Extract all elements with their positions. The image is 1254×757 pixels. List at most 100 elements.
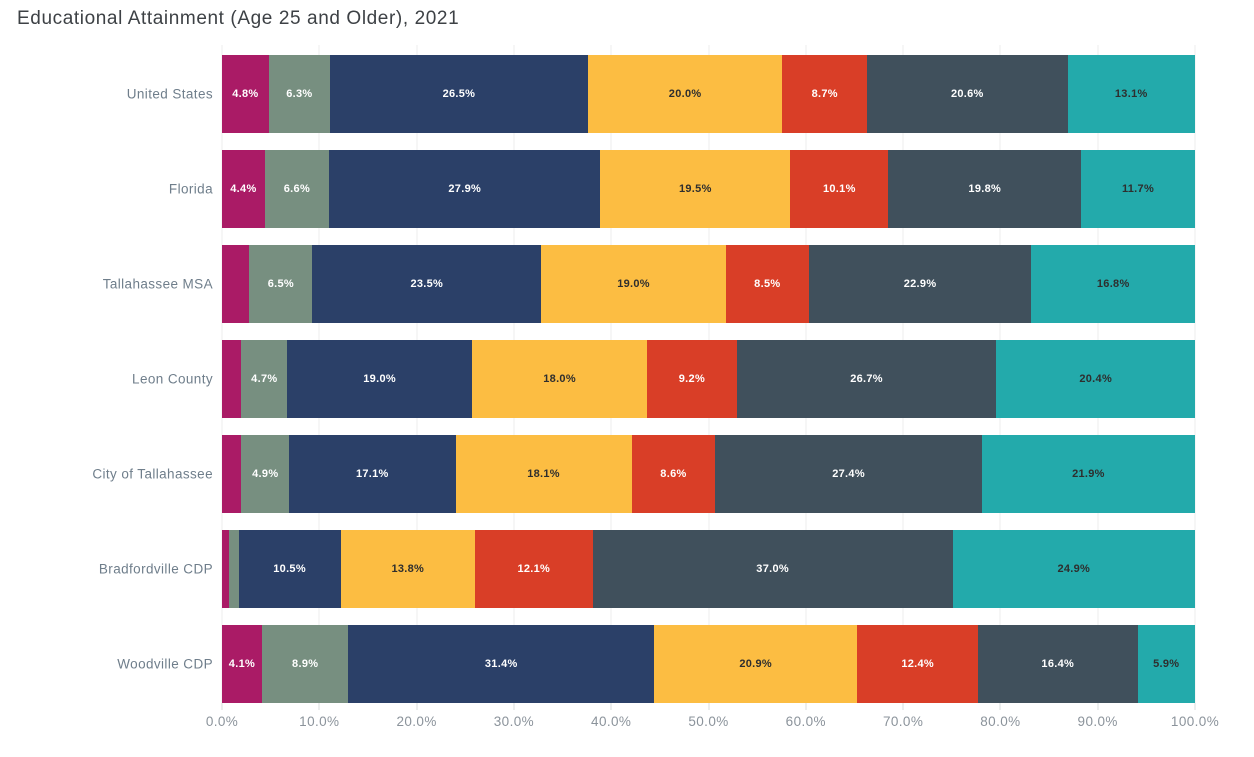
- bar-segment-segment-5-red[interactable]: 12.1%: [474, 530, 593, 608]
- bar-segment-segment-1-magenta[interactable]: 4.8%: [222, 55, 269, 133]
- row-label: Leon County: [132, 371, 213, 387]
- x-axis-tick-label: 20.0%: [396, 714, 437, 729]
- segment-value-label: 10.1%: [822, 183, 856, 195]
- segment-value-label: 5.9%: [1153, 658, 1180, 670]
- bar-row: Florida 4.4% 6.6% 27.9% 19.5% 10.1% 19.8% 11.7%: [169, 150, 1195, 228]
- segment-value-label: 19.8%: [968, 183, 1002, 195]
- bar-row: United States 4.8% 6.3% 26.5% 20.0% 8.7% 20.6%…: [127, 55, 1195, 133]
- bar-segment-segment-4-amber[interactable]: 19.0%: [541, 245, 726, 323]
- bar-row: City of Tallahassee 4.9% 17.1% 18.1% 8.6% 27.…: [92, 435, 1195, 513]
- segment-value-label: 27.9%: [448, 183, 482, 195]
- bar-segment-segment-1-magenta[interactable]: [222, 530, 229, 608]
- bar-segment-segment-5-red[interactable]: 8.6%: [631, 435, 716, 513]
- segment-value-label: 10.5%: [273, 563, 306, 575]
- bar-segment-segment-5-red[interactable]: 12.4%: [857, 625, 978, 703]
- segment-value-label: 8.5%: [754, 278, 781, 290]
- segment-value-label: 26.5%: [442, 88, 476, 100]
- bar-segment-segment-1-magenta[interactable]: [222, 435, 242, 513]
- bar-segment-segment-4-amber[interactable]: 20.0%: [587, 55, 783, 133]
- bar-segment-segment-4-amber[interactable]: 13.8%: [340, 530, 475, 608]
- bar-segment-segment-2-sage[interactable]: 6.6%: [264, 150, 329, 228]
- x-axis-tick-label: 100.0%: [1170, 714, 1220, 729]
- bar-segment-segment-4-amber[interactable]: 20.9%: [654, 625, 858, 703]
- segment-value-label: 20.6%: [950, 88, 984, 100]
- segment-value-label: 23.5%: [410, 278, 444, 290]
- stacked-bar: 4.9% 17.1% 18.1% 8.6% 27.4% 21.9%: [222, 435, 1195, 513]
- bar-segment-segment-2-sage[interactable]: 6.3%: [268, 55, 330, 133]
- bar-segment-segment-2-sage[interactable]: 6.5%: [249, 245, 313, 323]
- bar-row: Bradfordville CDP 10.5% 13.8% 12.1% 37.0% 24.…: [99, 530, 1195, 608]
- segment-value-label: 17.1%: [355, 468, 389, 480]
- x-axis-tick-label: 90.0%: [1077, 714, 1118, 729]
- bar-segment-segment-7-teal[interactable]: 13.1%: [1067, 55, 1195, 133]
- segment-value-label: 4.1%: [228, 658, 256, 670]
- bar-segment-segment-6-slate[interactable]: 37.0%: [592, 530, 953, 608]
- bar-segment-segment-5-red[interactable]: 9.2%: [647, 340, 737, 418]
- bar-rows: United States 4.8% 6.3% 26.5% 20.0% 8.7% 20.6%…: [92, 55, 1195, 720]
- bar-segment-segment-6-slate[interactable]: 27.4%: [715, 435, 982, 513]
- bar-segment-segment-6-slate[interactable]: 22.9%: [808, 245, 1032, 323]
- bar-segment-segment-2-sage[interactable]: 4.7%: [241, 340, 288, 418]
- bar-segment-segment-7-teal[interactable]: 24.9%: [952, 530, 1195, 608]
- bar-segment-segment-3-navy[interactable]: 17.1%: [289, 435, 456, 513]
- bar-segment-segment-6-slate[interactable]: 19.8%: [888, 150, 1082, 228]
- x-axis-tick-label: 10.0%: [299, 714, 340, 729]
- bar-segment-segment-1-magenta[interactable]: [222, 245, 250, 323]
- bar-segment-segment-3-navy[interactable]: 23.5%: [312, 245, 542, 323]
- bar-segment-segment-3-navy[interactable]: 19.0%: [287, 340, 473, 418]
- x-axis-tick-label: 70.0%: [882, 714, 924, 729]
- bar-segment-segment-7-teal[interactable]: 21.9%: [981, 435, 1195, 513]
- bar-row: Tallahassee MSA 6.5% 23.5% 19.0% 8.5% 22.9% 16…: [103, 245, 1195, 323]
- segment-value-label: 8.6%: [660, 468, 687, 480]
- bar-segment-segment-2-sage[interactable]: [228, 530, 239, 608]
- segment-value-label: 20.9%: [739, 658, 773, 670]
- segment-value-label: 21.9%: [1072, 468, 1105, 480]
- segment-value-label: 18.0%: [543, 373, 576, 385]
- bar-segment-segment-1-magenta[interactable]: 4.4%: [222, 150, 265, 228]
- segment-value-label: 4.8%: [232, 88, 259, 100]
- bar-segment-segment-5-red[interactable]: 8.5%: [725, 245, 809, 323]
- segment-value-label: 4.4%: [230, 183, 257, 195]
- segment-value-label: 12.4%: [901, 658, 935, 670]
- segment-value-label: 20.4%: [1079, 373, 1113, 385]
- x-axis: 0.0% 10.0% 20.0% 30.0% 40.0% 50.0% 60.0% 70.0% 8…: [206, 714, 1219, 738]
- bar-segment-segment-6-slate[interactable]: 26.7%: [736, 340, 997, 418]
- bar-segment-segment-1-magenta[interactable]: [222, 340, 242, 418]
- bar-segment-segment-3-navy[interactable]: 26.5%: [330, 55, 588, 133]
- segment-value-label: 19.5%: [678, 183, 712, 195]
- bar-row: Woodville CDP 4.1% 8.9% 31.4% 20.9% 12.4% 16.4…: [117, 625, 1195, 703]
- row-label: City of Tallahassee: [92, 466, 213, 482]
- stacked-bar: 4.8% 6.3% 26.5% 20.0% 8.7% 20.6% 13.1%: [222, 55, 1195, 133]
- x-axis-tick-label: 50.0%: [688, 714, 729, 729]
- bar-segment-segment-5-red[interactable]: 8.7%: [782, 55, 868, 133]
- stacked-bar: 4.1% 8.9% 31.4% 20.9% 12.4% 16.4% 5.9%: [222, 625, 1195, 703]
- bar-segment-segment-4-amber[interactable]: 18.0%: [472, 340, 648, 418]
- bar-segment-segment-4-amber[interactable]: 18.1%: [455, 435, 632, 513]
- bar-segment-segment-6-slate[interactable]: 20.6%: [867, 55, 1068, 133]
- segment-value-label: 16.8%: [1096, 278, 1130, 290]
- bar-segment-segment-3-navy[interactable]: 10.5%: [238, 530, 341, 608]
- segment-value-label: 37.0%: [756, 563, 789, 575]
- bar-segment-segment-7-teal[interactable]: 11.7%: [1081, 150, 1195, 228]
- segment-value-label: 22.9%: [903, 278, 937, 290]
- bar-segment-segment-4-amber[interactable]: 19.5%: [600, 150, 791, 228]
- bar-segment-segment-7-teal[interactable]: 16.8%: [1031, 245, 1195, 323]
- bar-segment-segment-2-sage[interactable]: 4.9%: [241, 435, 290, 513]
- bar-segment-segment-7-teal[interactable]: 20.4%: [996, 340, 1195, 418]
- x-axis-tick-label: 60.0%: [785, 714, 826, 729]
- bar-segment-segment-3-navy[interactable]: 27.9%: [329, 150, 601, 228]
- bar-segment-segment-6-slate[interactable]: 16.4%: [977, 625, 1138, 703]
- bar-segment-segment-1-magenta[interactable]: 4.1%: [222, 625, 262, 703]
- segment-value-label: 9.2%: [678, 373, 706, 385]
- bar-segment-segment-7-teal[interactable]: 5.9%: [1137, 625, 1195, 703]
- segment-value-label: 11.7%: [1121, 183, 1155, 195]
- row-label: Woodville CDP: [117, 656, 213, 672]
- bar-segment-segment-2-sage[interactable]: 8.9%: [261, 625, 349, 703]
- segment-value-label: 19.0%: [363, 373, 396, 385]
- bar-segment-segment-3-navy[interactable]: 31.4%: [348, 625, 654, 703]
- bar-segment-segment-5-red[interactable]: 10.1%: [790, 150, 889, 228]
- segment-value-label: 19.0%: [617, 278, 650, 290]
- row-label: United States: [126, 86, 213, 102]
- segment-value-label: 6.6%: [283, 183, 311, 195]
